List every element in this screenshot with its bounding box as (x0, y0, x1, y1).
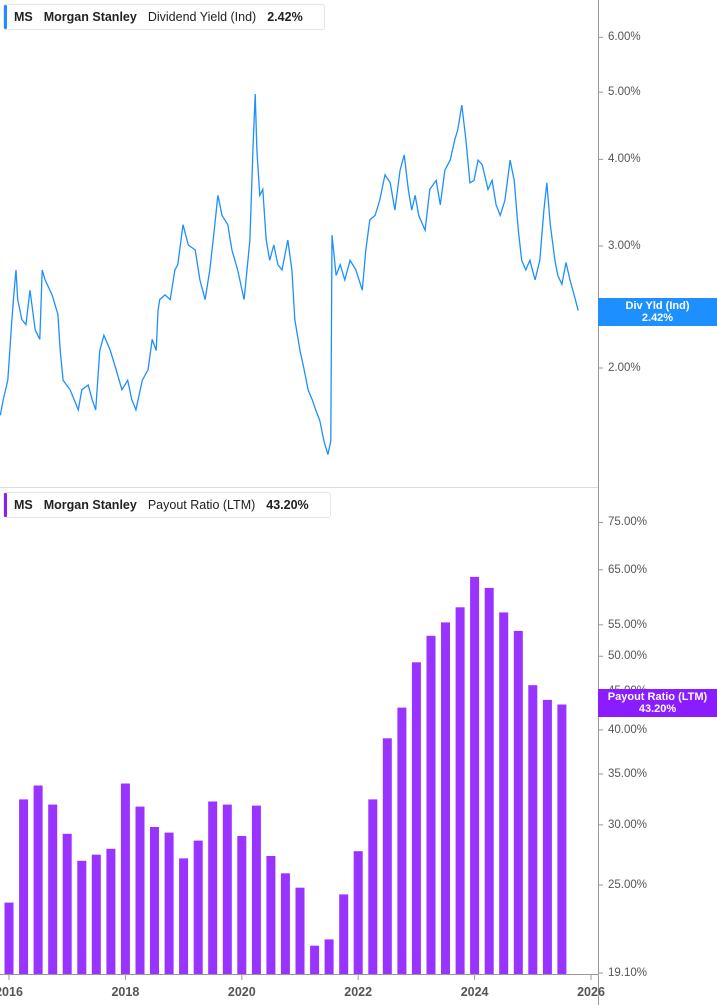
yield-axis-tick-label: 4.00% (608, 153, 641, 166)
yield-axis-tick-label: 6.00% (608, 31, 641, 44)
payout-axis-tick-label: 35.00% (608, 767, 648, 780)
top-legend: MS Morgan Stanley Dividend Yield (Ind) 2… (3, 4, 325, 30)
payout-ratio-bar (150, 827, 159, 974)
payout-ratio-bar (91, 854, 101, 974)
payout-ratio-bar (106, 848, 116, 974)
payout-ratio-bar (324, 939, 334, 974)
payout-ratio-current-tag: Payout Ratio (LTM) 43.20% (598, 689, 717, 717)
payout-ratio-bar (237, 836, 247, 974)
payout-axis-tick-label: 30.00% (608, 818, 648, 831)
legend-ticker: MS (14, 498, 33, 512)
payout-ratio-bar (4, 902, 14, 974)
legend-company: Morgan Stanley (43, 10, 137, 24)
dividend-yield-line (0, 93, 579, 455)
payout-ratio-bar (77, 860, 87, 974)
payout-ratio-bar (353, 851, 363, 974)
tag-label: Payout Ratio (LTM) (607, 691, 708, 703)
payout-ratio-bar (542, 699, 552, 974)
payout-ratio-bar (557, 704, 567, 974)
payout-axis-tick-label: 50.00% (608, 650, 648, 663)
payout-ratio-bar (397, 707, 407, 974)
payout-axis-tick-label: 40.00% (608, 723, 648, 736)
x-axis-tick-label: 2024 (460, 985, 489, 999)
payout-ratio-bar (295, 887, 305, 974)
payout-ratio-bar (441, 622, 450, 974)
legend-value: 43.20% (266, 498, 309, 512)
payout-ratio-bar (470, 576, 480, 974)
legend-metric: Payout Ratio (LTM) (147, 498, 256, 512)
payout-ratio-bar (368, 799, 378, 974)
legend-ticker: MS (14, 10, 33, 24)
payout-ratio-bar (528, 685, 538, 974)
payout-ratio-bar (339, 894, 349, 974)
x-axis-tick-label: 2016 (0, 985, 23, 999)
payout-ratio-bar (120, 783, 130, 974)
payout-ratio-bar (19, 799, 29, 974)
bottom-legend: MS Morgan Stanley Payout Ratio (LTM) 43.… (3, 492, 331, 518)
yield-axis-tick-label: 3.00% (608, 239, 641, 252)
payout-axis-tick-label: 25.00% (608, 879, 648, 891)
payout-axis-tick-label: 19.10% (608, 967, 648, 979)
payout-ratio-bar (208, 801, 218, 974)
payout-ratio-bar (33, 785, 43, 974)
payout-ratio-bar (164, 832, 174, 974)
payout-ratio-bar (222, 804, 232, 974)
payout-ratio-bar (62, 833, 72, 974)
payout-ratio-bar (484, 587, 494, 974)
payout-ratio-bar (179, 858, 189, 974)
payout-axis-tick-label: 75.00% (608, 516, 648, 529)
x-axis-tick-label: 2022 (344, 985, 373, 999)
payout-axis-tick-label: 55.00% (608, 618, 648, 631)
payout-ratio-bar (455, 607, 465, 974)
legend-value: 2.42% (267, 10, 303, 24)
payout-ratio-bar (382, 738, 392, 974)
payout-axis-tick-label: 65.00% (608, 563, 648, 576)
payout-ratio-bar (280, 873, 290, 974)
yield-axis-tick-label: 5.00% (608, 86, 641, 99)
payout-ratio-bar (193, 840, 203, 974)
tag-value: 2.42% (641, 312, 674, 324)
payout-ratio-bar (411, 662, 421, 974)
tag-value: 43.20% (638, 703, 677, 715)
x-axis-tick-label: 2018 (111, 985, 140, 999)
x-axis-tick-label: 2026 (577, 985, 605, 999)
payout-ratio-bar (266, 856, 276, 974)
x-axis-tick-label: 2020 (227, 985, 256, 999)
legend-color-marker (4, 5, 7, 29)
payout-ratio-bar (513, 630, 523, 974)
payout-ratio-bar (310, 945, 320, 974)
payout-ratio-bar (135, 806, 145, 974)
payout-ratio-bar (48, 804, 58, 974)
payout-ratio-bar (499, 612, 509, 974)
legend-company: Morgan Stanley (43, 498, 137, 512)
yield-axis-tick-label: 2.00% (608, 362, 641, 374)
payout-ratio-bar (251, 805, 261, 974)
legend-color-marker (4, 493, 7, 517)
legend-metric: Dividend Yield (Ind) (147, 10, 257, 24)
dividend-yield-current-tag: Div Yld (Ind) 2.42% (598, 298, 717, 326)
tag-label: Div Yld (Ind) (625, 300, 690, 312)
payout-ratio-bar (426, 635, 436, 974)
